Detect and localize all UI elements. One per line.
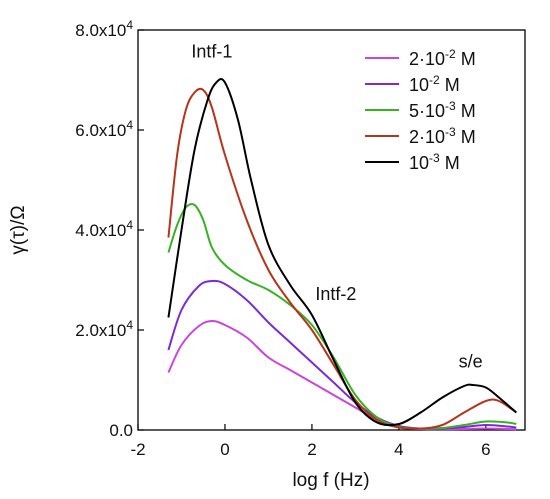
- legend-label: 2·10-2 M: [409, 47, 476, 69]
- x-tick-label: 6: [481, 440, 490, 459]
- series-line-1: [167, 319, 517, 431]
- series-line-2: [167, 279, 517, 430]
- series-line-3: [167, 202, 517, 430]
- x-axis-title: log f (Hz): [292, 470, 369, 491]
- y-tick-label: 4.0x104: [75, 218, 133, 240]
- y-tick-label: 0.0: [109, 421, 133, 440]
- annotation-2: Intf-2: [315, 284, 356, 304]
- annotation-1: Intf-1: [191, 42, 232, 62]
- y-axis-ticks: 0.0 2.0x104 4.0x104 6.0x104 8.0x104: [75, 18, 144, 440]
- legend-label: 2·10-3 M: [409, 125, 476, 147]
- legend: 2·10-2 M 10-2 M 5·10-3 M 2·10-3 M 10-3 M: [365, 47, 476, 173]
- legend-label: 10-2 M: [409, 73, 460, 95]
- y-tick-label: 8.0x104: [75, 18, 133, 40]
- y-tick-label: 2.0x104: [75, 318, 133, 340]
- series-lines: [167, 77, 517, 431]
- series-line-5: [167, 77, 517, 427]
- y-axis-title: γ(τ)/Ω: [8, 205, 29, 254]
- legend-label: 10-3 M: [409, 151, 460, 173]
- x-tick-label: -2: [130, 440, 145, 459]
- legend-label: 5·10-3 M: [409, 99, 476, 121]
- x-tick-label: 2: [307, 440, 316, 459]
- annotation-3: s/e: [459, 352, 483, 372]
- x-tick-label: 0: [220, 440, 229, 459]
- series-line-4: [167, 87, 517, 430]
- y-tick-label: 6.0x104: [75, 118, 133, 140]
- annotations: Intf-1 Intf-2 s/e: [191, 42, 482, 372]
- x-tick-label: 4: [394, 440, 403, 459]
